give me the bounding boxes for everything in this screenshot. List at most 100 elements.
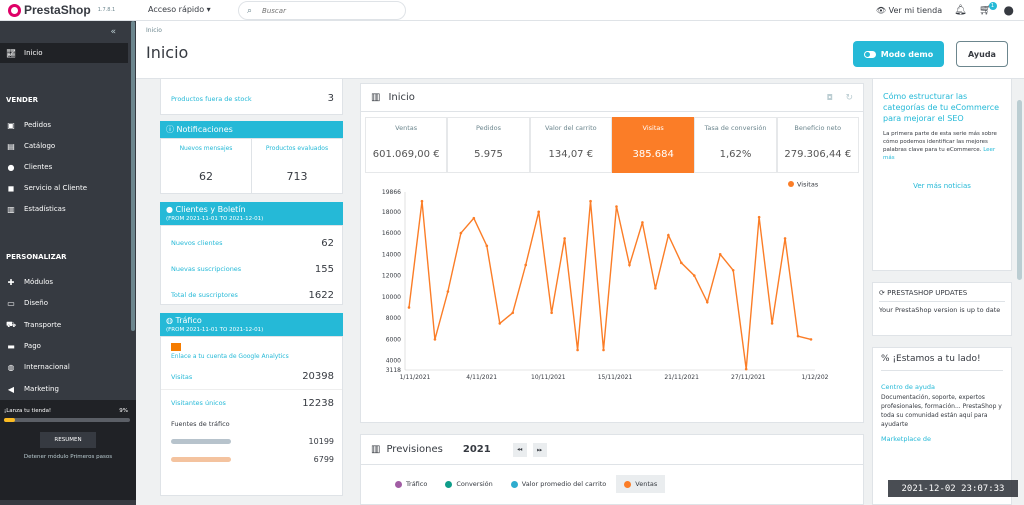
search-icon: ⌕ — [247, 5, 253, 16]
forecast-title: Previsiones — [386, 444, 443, 455]
reviews-label: Productos evaluados — [265, 145, 329, 152]
search-input[interactable] — [262, 6, 383, 15]
onboarding-progress — [4, 418, 130, 422]
read-more-link[interactable]: Leer más — [883, 147, 996, 161]
customers-row: Nuevos clientes 62 — [161, 230, 342, 256]
visits-line-chart: 19866 18000 16000 14000 12000 10000 8000 6000 40… — [382, 181, 829, 382]
out-of-stock-value: 3 — [327, 93, 334, 104]
sidebar-item-catalog[interactable]: ▤ Catálogo — [0, 136, 128, 156]
sidebar-item-marketing[interactable]: ◀ Marketing — [0, 379, 128, 399]
prestashop-logo-icon — [8, 3, 21, 17]
help-panel: % ¡Estamos a tu lado! Centro de ayuda Do… — [872, 347, 1012, 505]
main-column: ▥ Inicio ◘ ↻ Ventas 601.069,00 € Pedidos 5… — [360, 79, 864, 505]
customers-row-label[interactable]: Nuevos clientes — [171, 239, 223, 247]
sidebar-item-shipping[interactable]: ⛟ Transporte — [0, 315, 128, 335]
visits-data-point — [692, 274, 696, 277]
kpi-cart-value[interactable]: Valor del carrito 134,07 € — [529, 117, 612, 173]
sidebar-item-orders[interactable]: ▣ Pedidos — [0, 115, 128, 135]
demo-mode-button[interactable]: Modo demo — [853, 41, 944, 67]
help-center-link[interactable]: Centro de ayuda — [881, 383, 936, 391]
sidebar-item-stats[interactable]: ▥ Estadísticas — [0, 199, 128, 219]
sidebar-item-label: Diseño — [24, 299, 49, 307]
traffic-source-bullet — [171, 438, 231, 444]
customers-row-label[interactable]: Total de suscriptores — [171, 291, 238, 299]
traffic-source-row: 6799 — [161, 450, 342, 468]
traffic-row-label[interactable]: Visitantes únicos — [171, 399, 226, 407]
next-year-button[interactable]: ⏩︎ — [532, 442, 547, 457]
chat-icon: ◼ — [7, 183, 15, 193]
kpi-net-profit[interactable]: Beneficio neto 279.306,44 € — [776, 117, 859, 173]
previous-year-button[interactable]: ⏪︎ — [512, 442, 527, 457]
trend-icon: 📈︎ — [6, 48, 17, 58]
help-button[interactable]: Ayuda — [956, 41, 1008, 67]
kpi-label: Pedidos — [475, 124, 502, 132]
globe-icon: ◍ — [166, 316, 176, 325]
reviews-cell[interactable]: Productos evaluados 713 — [252, 139, 342, 193]
google-analytics-link[interactable]: Enlace a tu cuenta de Google Analytics — [171, 353, 289, 360]
tab-traffic[interactable]: Tráfico — [387, 475, 435, 493]
truck-icon: ⛟ — [6, 320, 17, 329]
toggle-icon — [863, 50, 876, 58]
view-store-link[interactable]: 👁 Ver mi tienda — [876, 6, 942, 15]
tab-average-cart[interactable]: Valor promedio del carrito — [503, 475, 615, 493]
customers-row-label[interactable]: Nuevas suscripciones — [171, 265, 242, 273]
google-analytics-icon — [171, 343, 181, 351]
logo[interactable]: PrestaShop 1.7.8.1 — [8, 3, 115, 17]
traffic-row: Visitantes únicos 12238 — [161, 390, 342, 416]
kpi-label: Visitas — [642, 124, 664, 132]
sidebar-item-customer-service[interactable]: ◼ Servicio al Cliente — [0, 178, 128, 198]
tab-conversion[interactable]: Conversión — [437, 475, 500, 493]
visits-data-point — [809, 338, 813, 341]
forecast-panel: ▥ Previsiones 2021 ⏪︎ ⏩︎ Tráfico Convers… — [360, 434, 864, 505]
refresh-icon[interactable]: ↻ — [845, 92, 853, 103]
globe-icon: ◍ — [7, 362, 15, 372]
sidebar-item-international[interactable]: ◍ Internacional — [0, 357, 128, 377]
main-scrollbar[interactable] — [1017, 100, 1022, 280]
visits-data-point — [459, 231, 463, 235]
tab-sales[interactable]: Ventas — [616, 475, 666, 493]
visits-data-point — [576, 348, 579, 352]
sidebar-scrollbar[interactable] — [131, 21, 135, 331]
traffic-row-label[interactable]: Visitas — [171, 372, 193, 381]
kpi-conversion[interactable]: Tasa de conversión 1,62% — [694, 117, 777, 173]
visits-data-point — [796, 334, 800, 338]
more-news-link[interactable]: Ver más noticias — [913, 182, 971, 190]
resume-button[interactable]: RESUMEN — [40, 432, 96, 448]
visits-data-point — [744, 367, 748, 371]
orders-cart-icon[interactable]: 🛒︎ 1 — [979, 1, 997, 16]
kpi-visits[interactable]: Visitas 385.684 — [611, 117, 695, 173]
customers-panel: Nuevos clientes 62 Nuevas suscripciones 15… — [160, 225, 343, 305]
visits-data-point — [667, 233, 670, 237]
bar-chart-icon: ▥ — [371, 444, 381, 455]
marketplace-link[interactable]: Marketplace de — [881, 435, 932, 443]
out-of-stock-link[interactable]: Productos fuera de stock — [171, 94, 252, 103]
onboarding-label: ¡Lanza tu tienda! — [4, 408, 52, 414]
visits-data-point — [563, 237, 566, 240]
help-title: ¡Estamos a tu lado! — [892, 354, 981, 364]
news-title-link[interactable]: Cómo estructurar las categorías de tu eC… — [883, 92, 1000, 123]
quick-access-dropdown[interactable]: Acceso rápido ▾ — [148, 5, 211, 14]
stop-onboarding-link[interactable]: Detener módulo Primeros pasos — [23, 454, 113, 460]
notifications-bell-icon[interactable]: 🔔︎ — [954, 4, 967, 16]
sidebar-item-design[interactable]: ▭ Diseño — [0, 293, 128, 313]
kpi-sales[interactable]: Ventas 601.069,00 € — [365, 117, 448, 173]
sidebar-item-home[interactable]: 📈︎ Inicio — [0, 43, 128, 63]
collapse-sidebar-icon[interactable]: « — [110, 27, 116, 37]
traffic-source-value: 6799 — [313, 454, 334, 464]
sidebar-item-payment[interactable]: ▬ Pago — [0, 336, 128, 356]
user-avatar-icon[interactable]: ● — [1003, 3, 1014, 17]
y-tick-label: 3118 — [386, 367, 401, 374]
breadcrumb[interactable]: Inicio — [146, 27, 162, 34]
sidebar-item-modules[interactable]: ✚ Módulos — [0, 272, 128, 292]
search-box[interactable]: ⌕ — [238, 1, 406, 20]
eye-icon: 👁 — [875, 5, 887, 15]
kpi-orders[interactable]: Pedidos 5.975 — [447, 117, 530, 173]
onboarding-header: ¡Lanza tu tienda! 9% — [0, 400, 136, 414]
demo-mode-label: Modo demo — [880, 49, 934, 59]
visits-data-point — [420, 199, 424, 203]
configure-icon[interactable]: ◘ — [826, 93, 833, 102]
link-icon: % — [881, 354, 890, 364]
y-tick-label: 12000 — [382, 273, 401, 280]
sidebar-item-customers[interactable]: ● Clientes — [0, 157, 128, 177]
new-messages-cell[interactable]: Nuevos mensajes 62 — [161, 139, 252, 193]
